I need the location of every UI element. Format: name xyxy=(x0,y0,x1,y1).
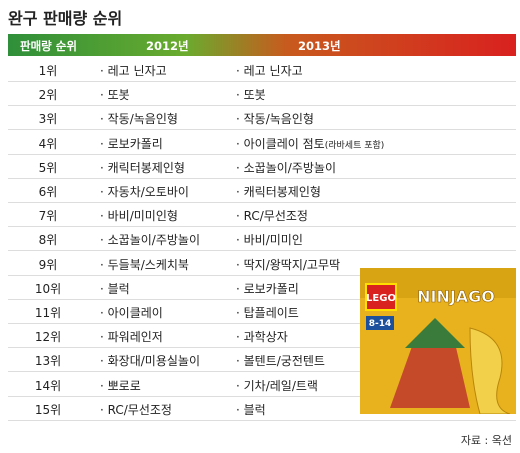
cell-2012: · 소꿉놀이/주방놀이 xyxy=(100,233,200,248)
cell-2013: · 딱지/왕딱지/고무딱 xyxy=(236,256,340,273)
table-row: 10위 · 블럭 · 로보카폴리 xyxy=(8,276,516,300)
cell-2012: · 캐릭터봉제인형 xyxy=(100,160,185,175)
cell-2012: · 레고 닌자고 xyxy=(100,64,167,78)
cell-2013: · 탑플레이트 xyxy=(236,304,299,321)
cell-2013: · 또봇 xyxy=(236,86,266,103)
table-row: 13위 · 화장대/미용실놀이 · 볼텐트/궁전텐트 xyxy=(8,348,516,373)
rank-cell: 2위 xyxy=(38,88,58,103)
title: 완구 판매량 순위 xyxy=(8,9,123,28)
cell-2013-text: · 소꿉놀이/주방놀이 xyxy=(236,160,336,175)
cell-2012: · 자동차/오토바이 xyxy=(100,185,189,199)
cell-2012: · 아이클레이 xyxy=(100,306,163,320)
cell-2013-text: · 아이클레이 점토 xyxy=(236,136,325,151)
cell-2012: · 화장대/미용실놀이 xyxy=(100,354,200,369)
rank-cell: 1위 xyxy=(38,64,58,78)
dragon xyxy=(469,327,511,414)
product-name: NINJAGO xyxy=(417,287,495,306)
header-cell: 2012년 xyxy=(146,39,189,53)
rank-cell: 5위 xyxy=(38,160,58,175)
cell-2013-text: · 볼텐트/궁전텐트 xyxy=(236,354,325,369)
cell-2013-text: · RC/무선조정 xyxy=(236,209,308,224)
table-row: 1위 · 레고 닌자고 · 레고 닌자고 xyxy=(8,58,516,82)
cell-2012: · 파워레인저 xyxy=(100,330,163,345)
rank-cell: 11위 xyxy=(34,306,62,320)
table-row: 12위 · 파워레인저 · 과학상자 xyxy=(8,324,516,349)
cell-2013-text: · 블럭 xyxy=(236,402,266,417)
cell-2013-text: · 기차/레일/트랙 xyxy=(236,378,318,393)
table-row: 5위 · 캐릭터봉제인형 · 소꿉놀이/주방놀이 xyxy=(8,155,516,179)
cell-2013: · 기차/레일/트랙 xyxy=(236,377,318,394)
cell-2013-text: · 레고 닌자고 xyxy=(236,64,303,78)
product-image: LEGO NINJAGO 8-14 xyxy=(360,268,516,414)
cell-2012: · RC/무선조정 xyxy=(100,402,172,417)
cell-2013: · 바비/미미인 xyxy=(236,231,303,248)
rank-cell: 15위 xyxy=(34,402,62,417)
cell-2013-text: · 바비/미미인 xyxy=(236,233,303,248)
rank-cell: 9위 xyxy=(38,257,58,272)
rank-cell: 8위 xyxy=(38,233,58,248)
rank-cell: 7위 xyxy=(38,209,58,224)
table-row: 8위 · 소꿉놀이/주방놀이 · 바비/미미인 xyxy=(8,227,516,252)
table-row: 3위 · 작동/녹음인형 · 작동/녹음인형 xyxy=(8,106,516,131)
table-row: 14위 · 뽀로로 · 기차/레일/트랙 xyxy=(8,373,516,397)
cell-2013-text: · 딱지/왕딱지/고무딱 xyxy=(236,257,341,272)
source: 자료 : 옥션 xyxy=(460,434,512,447)
table-row: 4위 · 로보카폴리 · 아이클레이 점토(라바세트 포함) xyxy=(8,131,516,155)
rank-cell: 3위 xyxy=(38,112,58,127)
cell-2013: · RC/무선조정 xyxy=(236,207,308,224)
cell-2012: · 블럭 xyxy=(100,281,130,296)
cell-2013: · 작동/녹음인형 xyxy=(236,110,314,127)
rank-cell: 12위 xyxy=(34,330,62,345)
cell-2013: · 아이클레이 점토(라바세트 포함) xyxy=(236,135,384,152)
table-row: 6위 · 자동차/오토바이 · 캐릭터봉제인형 xyxy=(8,179,516,203)
table-row: 9위 · 두들북/스케치북 · 딱지/왕딱지/고무딱 xyxy=(8,252,516,276)
rank-cell: 6위 xyxy=(38,185,58,199)
rank-cell: 14위 xyxy=(34,378,62,393)
cell-2013-text: · 과학상자 xyxy=(236,330,288,345)
cell-2013-text: · 작동/녹음인형 xyxy=(236,112,314,127)
table-row: 7위 · 바비/미미인형 · RC/무선조정 xyxy=(8,203,516,228)
cell-2012: · 바비/미미인형 xyxy=(100,209,178,224)
age-text: 8-14 xyxy=(369,319,392,329)
cell-2013-text: · 탑플레이트 xyxy=(236,306,299,320)
table-header: 판매량 순위 2012년 2013년 xyxy=(8,34,516,56)
cell-2013: · 로보카폴리 xyxy=(236,280,299,297)
table-row: 11위 · 아이클레이 · 탑플레이트 xyxy=(8,300,516,324)
cell-note: (라바세트 포함) xyxy=(324,140,385,151)
rank-cell: 10위 xyxy=(34,281,62,296)
cell-2013: · 레고 닌자고 xyxy=(236,62,303,79)
logo-badge xyxy=(365,283,397,311)
cell-2013-text: · 또봇 xyxy=(236,88,266,103)
cell-2013: · 볼텐트/궁전텐트 xyxy=(236,352,325,369)
cell-2012: · 로보카폴리 xyxy=(100,136,163,151)
cell-2013: · 캐릭터봉제인형 xyxy=(236,183,321,200)
cell-2012: · 또봇 xyxy=(100,88,130,103)
cell-2012: · 작동/녹음인형 xyxy=(100,112,178,127)
table-row: 15위 · RC/무선조정 · 블럭 xyxy=(8,397,516,421)
header-cell: 2013년 xyxy=(298,39,341,53)
cell-2013-text: · 캐릭터봉제인형 xyxy=(236,185,321,199)
cell-2013: · 블럭 xyxy=(236,401,266,418)
cell-2013: · 과학상자 xyxy=(236,328,288,345)
cell-2012: · 뽀로로 xyxy=(100,378,141,393)
cell-2013-text: · 로보카폴리 xyxy=(236,281,299,296)
logo-text: LEGO xyxy=(366,293,396,304)
cell-2012: · 두들북/스케치북 xyxy=(100,257,189,272)
rank-cell: 13위 xyxy=(34,354,62,369)
table-row: 2위 · 또봇 · 또봇 xyxy=(8,82,516,107)
age-badge xyxy=(366,316,394,330)
cell-2013: · 소꿉놀이/주방놀이 xyxy=(236,159,336,176)
rank-cell: 4위 xyxy=(38,136,58,151)
header-cell: 판매량 순위 xyxy=(20,39,77,53)
roof xyxy=(405,318,465,348)
